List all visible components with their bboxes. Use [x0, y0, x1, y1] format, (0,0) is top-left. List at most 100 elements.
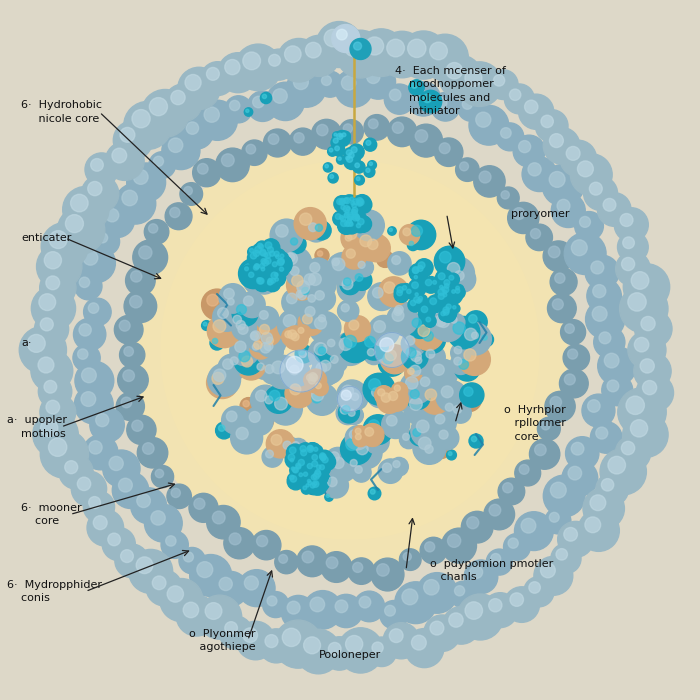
Circle shape — [430, 438, 452, 458]
Circle shape — [260, 342, 271, 353]
Circle shape — [558, 522, 594, 557]
Circle shape — [301, 456, 312, 468]
Circle shape — [353, 214, 365, 225]
Circle shape — [392, 122, 403, 133]
Circle shape — [246, 327, 272, 351]
Circle shape — [305, 369, 326, 390]
Circle shape — [295, 463, 301, 468]
Circle shape — [351, 201, 355, 205]
Circle shape — [441, 312, 445, 316]
Circle shape — [438, 293, 444, 300]
Circle shape — [339, 199, 344, 205]
Circle shape — [237, 304, 246, 314]
Text: a·: a· — [21, 338, 32, 348]
Circle shape — [289, 457, 298, 466]
Circle shape — [316, 125, 328, 136]
Circle shape — [166, 536, 176, 546]
Circle shape — [327, 352, 347, 372]
Circle shape — [236, 321, 246, 330]
Circle shape — [327, 253, 360, 286]
Circle shape — [409, 80, 424, 95]
Circle shape — [143, 442, 154, 454]
Circle shape — [568, 466, 582, 480]
Circle shape — [419, 296, 423, 300]
Circle shape — [225, 60, 240, 75]
Circle shape — [65, 215, 83, 232]
Circle shape — [279, 253, 288, 262]
Circle shape — [426, 314, 443, 330]
Circle shape — [244, 296, 253, 306]
Circle shape — [171, 489, 181, 498]
Circle shape — [262, 592, 288, 617]
Circle shape — [450, 288, 459, 298]
Circle shape — [305, 374, 324, 393]
Circle shape — [440, 251, 451, 263]
Circle shape — [262, 251, 272, 262]
Circle shape — [315, 224, 323, 232]
Circle shape — [420, 384, 450, 414]
Circle shape — [428, 359, 458, 389]
Circle shape — [342, 133, 346, 136]
Circle shape — [397, 286, 403, 293]
Circle shape — [402, 433, 409, 440]
Circle shape — [318, 452, 332, 468]
Circle shape — [286, 444, 304, 461]
Circle shape — [406, 220, 435, 250]
Circle shape — [351, 393, 358, 400]
Circle shape — [133, 169, 148, 184]
Circle shape — [348, 214, 354, 220]
Circle shape — [265, 450, 274, 458]
Circle shape — [526, 224, 552, 251]
Circle shape — [524, 100, 538, 113]
Circle shape — [407, 239, 419, 251]
Circle shape — [444, 286, 452, 295]
Circle shape — [206, 294, 218, 306]
Circle shape — [545, 391, 575, 421]
Circle shape — [267, 281, 272, 285]
Circle shape — [193, 159, 220, 187]
Circle shape — [296, 452, 326, 481]
Circle shape — [257, 242, 269, 254]
Circle shape — [480, 332, 494, 346]
Circle shape — [453, 286, 465, 299]
Circle shape — [295, 325, 311, 340]
Circle shape — [464, 387, 473, 396]
Circle shape — [328, 452, 357, 482]
Circle shape — [261, 360, 284, 384]
Circle shape — [438, 289, 444, 295]
Circle shape — [132, 110, 150, 128]
Circle shape — [340, 216, 344, 220]
Circle shape — [294, 133, 304, 143]
Circle shape — [277, 38, 321, 82]
Circle shape — [167, 586, 183, 602]
Circle shape — [269, 55, 281, 66]
Circle shape — [338, 157, 342, 160]
Circle shape — [153, 576, 166, 589]
Circle shape — [88, 303, 99, 314]
Circle shape — [356, 177, 360, 181]
Circle shape — [197, 595, 241, 639]
Circle shape — [344, 208, 353, 217]
Circle shape — [349, 153, 354, 158]
Circle shape — [232, 316, 256, 341]
Circle shape — [115, 544, 148, 577]
Circle shape — [267, 276, 276, 286]
Circle shape — [293, 442, 300, 449]
Circle shape — [387, 117, 416, 146]
Circle shape — [374, 386, 393, 405]
Circle shape — [205, 603, 222, 620]
Circle shape — [424, 615, 461, 652]
Circle shape — [316, 465, 321, 469]
Circle shape — [341, 390, 351, 400]
Circle shape — [148, 224, 158, 233]
Circle shape — [348, 195, 358, 205]
Circle shape — [218, 425, 225, 431]
Circle shape — [315, 290, 324, 300]
Circle shape — [498, 478, 525, 505]
Circle shape — [355, 258, 373, 276]
Circle shape — [213, 303, 241, 331]
Circle shape — [343, 217, 360, 234]
Circle shape — [447, 534, 461, 547]
Circle shape — [355, 274, 363, 281]
Circle shape — [149, 152, 176, 178]
